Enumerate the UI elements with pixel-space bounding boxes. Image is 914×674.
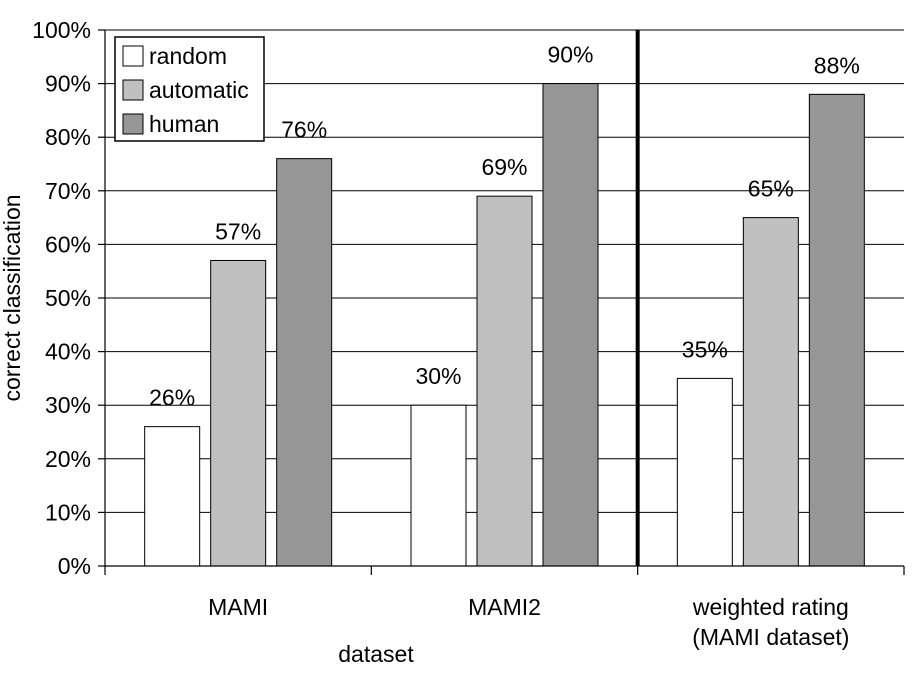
y-tick-label: 20%: [45, 446, 91, 472]
category-labels: MAMI MAMI2 weighted rating (MAMI dataset): [208, 594, 849, 650]
data-label: 88%: [814, 52, 860, 78]
legend-label-automatic: automatic: [149, 77, 249, 103]
legend: random automatic human: [114, 36, 265, 142]
y-tick-label: 90%: [45, 71, 91, 97]
bar-human: [542, 83, 599, 567]
bar-human: [808, 93, 865, 567]
y-tick-label: 10%: [45, 499, 91, 525]
y-tick-label: 60%: [45, 231, 91, 257]
y-axis-title: correct classification: [0, 194, 25, 401]
legend-swatch-human: [122, 113, 144, 135]
category-label: MAMI2: [468, 594, 541, 620]
bar-human: [276, 158, 333, 567]
data-labels: 26% 57% 76% 30% 69% 90% 35% 65% 88%: [149, 42, 860, 411]
data-label: 35%: [682, 336, 728, 362]
bar-random: [144, 426, 201, 567]
axes: [98, 29, 905, 575]
legend-label-human: human: [149, 111, 219, 137]
y-tick-label: 40%: [45, 339, 91, 365]
data-label: 57%: [215, 218, 261, 244]
data-label: 90%: [547, 42, 593, 68]
y-tick-labels: 0% 10% 20% 30% 40% 50% 60% 70% 80% 90% 100%: [32, 17, 91, 579]
category-label: (MAMI dataset): [692, 624, 849, 650]
data-label: 26%: [149, 385, 195, 411]
legend-swatch-automatic: [122, 79, 144, 101]
x-axis-title: dataset: [338, 641, 414, 667]
y-tick-label: 0%: [58, 553, 91, 579]
y-tick-label: 50%: [45, 285, 91, 311]
y-tick-label: 30%: [45, 392, 91, 418]
y-tick-label: 70%: [45, 178, 91, 204]
category-label: weighted rating: [692, 594, 849, 620]
data-label: 76%: [281, 117, 327, 143]
data-label: 65%: [748, 176, 794, 202]
legend-swatch-random: [122, 45, 144, 67]
bar-automatic: [476, 195, 533, 567]
bar-automatic: [210, 259, 267, 567]
legend-label-random: random: [149, 43, 227, 69]
data-label: 30%: [415, 363, 461, 389]
bar-automatic: [742, 217, 799, 567]
y-tick-label: 80%: [45, 124, 91, 150]
data-label: 69%: [481, 154, 527, 180]
bar-random: [676, 377, 733, 567]
category-label: MAMI: [208, 594, 268, 620]
bar-random: [410, 404, 467, 567]
y-tick-label: 100%: [32, 17, 91, 43]
